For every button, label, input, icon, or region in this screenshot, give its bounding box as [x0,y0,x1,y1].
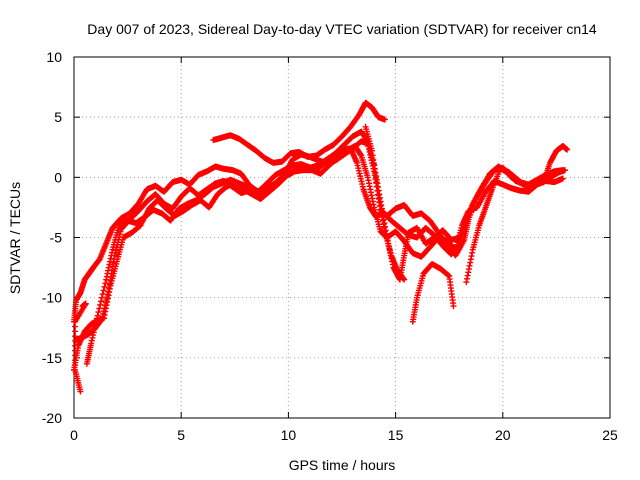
y-tick-label: -5 [50,230,63,246]
series-track-d [83,145,472,367]
y-tick-label: -10 [42,290,62,306]
data-point [445,272,452,279]
series-track-g [409,260,457,325]
y-tick-label: -20 [42,410,62,426]
data-point [401,276,408,283]
data-point [559,175,566,182]
series-outliers [72,300,89,395]
y-tick-label: 0 [54,169,62,185]
data-point [98,298,105,305]
data-point [101,283,108,290]
x-axis-label: GPS time / hours [289,457,396,473]
data-point [102,280,109,287]
data-point [458,234,465,241]
data-point [99,291,106,298]
y-tick-label: 5 [54,109,62,125]
x-tick-label: 25 [602,427,618,443]
y-tick-label: 10 [46,49,62,65]
data-point [462,219,469,226]
data-point [462,222,469,229]
data-points [71,99,571,395]
x-tick-label: 0 [70,427,78,443]
x-tick-label: 15 [388,427,404,443]
data-point [456,240,463,247]
series-track-e [210,99,388,166]
series-track-h [463,143,571,286]
data-point [463,216,470,223]
chart-title: Day 007 of 2023, Sidereal Day-to-day VTE… [87,21,597,37]
data-point [457,237,464,244]
data-point [100,287,107,294]
data-point [98,294,105,301]
axis-ticks: 0 5 10 15 20 25 -20 -15 -10 -5 0 5 10 [42,49,618,443]
data-point [95,309,102,316]
data-point [456,241,463,248]
data-point [559,167,566,174]
data-point [381,116,388,123]
data-point [460,228,467,235]
series-track-f [362,123,408,283]
data-point [465,210,472,217]
data-point [461,225,468,232]
y-axis-label: SDTVAR / TECUs [7,182,23,294]
y-tick-label: -15 [42,350,62,366]
data-point [96,305,103,312]
data-point [450,303,457,310]
x-tick-label: 10 [281,427,297,443]
data-point [564,146,571,153]
data-point [97,301,104,308]
x-tick-label: 20 [495,427,511,443]
x-tick-label: 5 [177,427,185,443]
data-point [79,303,86,310]
data-point [94,312,101,319]
data-point [459,231,466,238]
data-point [464,213,471,220]
grid [74,57,610,418]
